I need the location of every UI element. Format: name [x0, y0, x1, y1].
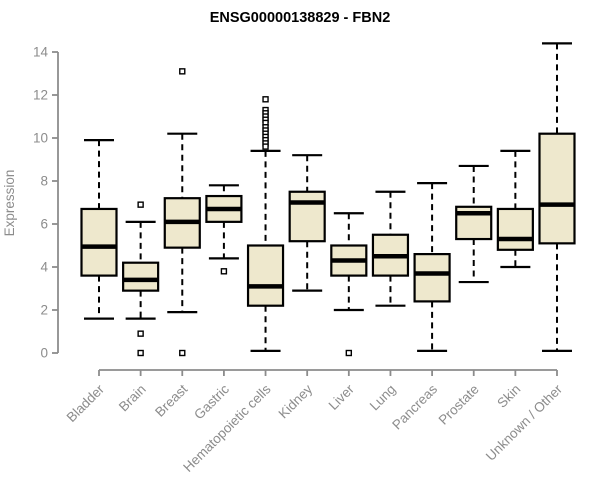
box-unknown-other [538, 42, 576, 352]
y-tick-label-0: 0 [40, 346, 48, 361]
iqr-box [413, 253, 451, 303]
x-tick-label-gastric: Gastric [191, 381, 232, 422]
y-tick-label-14: 14 [33, 45, 49, 60]
outlier-point [262, 96, 269, 103]
x-tick-label-skin: Skin [494, 382, 523, 411]
box-breast [163, 68, 201, 357]
outlier-point [137, 349, 144, 357]
box-gastric [205, 184, 243, 275]
x-tick-label-breast: Breast [152, 381, 190, 419]
outlier-point [137, 330, 144, 337]
outlier-point [345, 349, 353, 357]
x-tick-label-brain: Brain [116, 382, 149, 415]
x-tick-label-unknown-other: Unknown / Other [483, 381, 566, 464]
x-tick-label-bladder: Bladder [64, 381, 108, 425]
iqr-box [538, 132, 576, 245]
y-tick-label-4: 4 [40, 260, 48, 275]
boxplot-series [80, 42, 576, 357]
y-tick-label-10: 10 [33, 131, 48, 146]
y-tick-label-2: 2 [40, 303, 48, 318]
chart-title: ENSG00000138829 - FBN2 [210, 10, 391, 26]
y-tick-label-8: 8 [40, 174, 48, 189]
x-tick-label-prostate: Prostate [436, 382, 482, 428]
outlier-point [137, 201, 144, 208]
outlier-point [179, 349, 186, 357]
y-tick-label-6: 6 [40, 217, 48, 232]
x-tick-label-pancreas: Pancreas [389, 381, 440, 432]
y-tick-label-12: 12 [33, 88, 48, 103]
outlier-point [262, 143, 269, 150]
box-hematopoietic-cells [246, 96, 285, 352]
box-brain [122, 201, 160, 357]
box-skin [496, 149, 534, 269]
x-tick-label-kidney: Kidney [276, 381, 316, 421]
x-tick-label-lung: Lung [367, 382, 399, 414]
iqr-box [496, 207, 534, 251]
iqr-box [80, 207, 118, 277]
box-lung [371, 190, 410, 307]
box-kidney [288, 154, 326, 292]
box-bladder [80, 139, 118, 320]
iqr-box [246, 244, 285, 307]
box-pancreas [413, 182, 451, 352]
iqr-box [122, 261, 160, 292]
box-liver [330, 212, 368, 357]
outlier-point [179, 68, 186, 75]
box-prostate [455, 164, 493, 284]
y-axis-title: Expression [2, 170, 17, 237]
x-tick-label-liver: Liver [326, 381, 358, 413]
outlier-point [220, 268, 228, 275]
iqr-box [288, 190, 326, 243]
